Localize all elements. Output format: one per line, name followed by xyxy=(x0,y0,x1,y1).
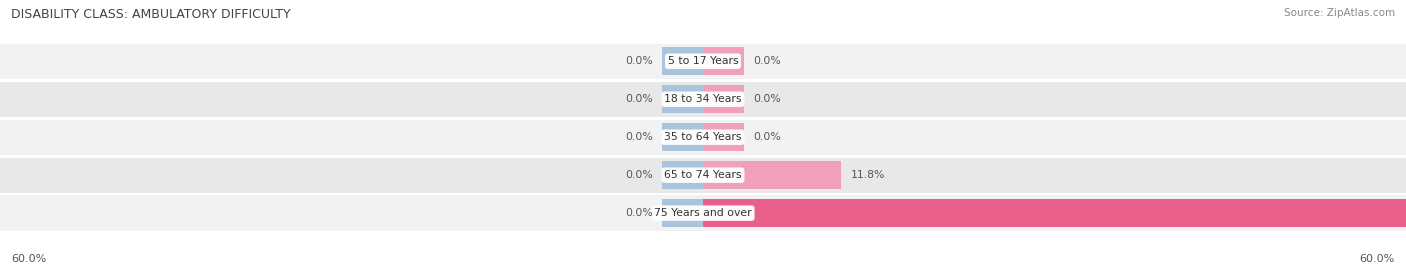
Bar xyxy=(0,82,1406,117)
Text: 0.0%: 0.0% xyxy=(754,132,782,142)
Bar xyxy=(703,161,841,189)
Text: 60.0%: 60.0% xyxy=(1360,254,1395,264)
Bar xyxy=(0,158,1406,193)
Text: DISABILITY CLASS: AMBULATORY DIFFICULTY: DISABILITY CLASS: AMBULATORY DIFFICULTY xyxy=(11,8,291,21)
Text: 75 Years and over: 75 Years and over xyxy=(654,208,752,218)
Text: 11.8%: 11.8% xyxy=(851,170,884,180)
Text: 0.0%: 0.0% xyxy=(624,132,652,142)
Text: 60.0%: 60.0% xyxy=(11,254,46,264)
Text: 5 to 17 Years: 5 to 17 Years xyxy=(668,56,738,66)
Bar xyxy=(703,47,744,76)
Bar xyxy=(662,199,703,227)
Text: 0.0%: 0.0% xyxy=(754,94,782,104)
Bar xyxy=(703,123,744,151)
Bar xyxy=(0,196,1406,231)
Bar xyxy=(662,47,703,76)
Text: Source: ZipAtlas.com: Source: ZipAtlas.com xyxy=(1284,8,1395,18)
Text: 0.0%: 0.0% xyxy=(754,56,782,66)
Bar xyxy=(703,199,1406,227)
Text: 0.0%: 0.0% xyxy=(624,56,652,66)
Bar xyxy=(662,85,703,114)
Bar xyxy=(0,119,1406,155)
Text: 0.0%: 0.0% xyxy=(624,170,652,180)
Text: 18 to 34 Years: 18 to 34 Years xyxy=(664,94,742,104)
Bar xyxy=(662,161,703,189)
Bar xyxy=(703,85,744,114)
Text: 0.0%: 0.0% xyxy=(624,208,652,218)
Text: 35 to 64 Years: 35 to 64 Years xyxy=(664,132,742,142)
Text: 65 to 74 Years: 65 to 74 Years xyxy=(664,170,742,180)
Text: 0.0%: 0.0% xyxy=(624,94,652,104)
Bar xyxy=(0,44,1406,79)
Bar xyxy=(662,123,703,151)
